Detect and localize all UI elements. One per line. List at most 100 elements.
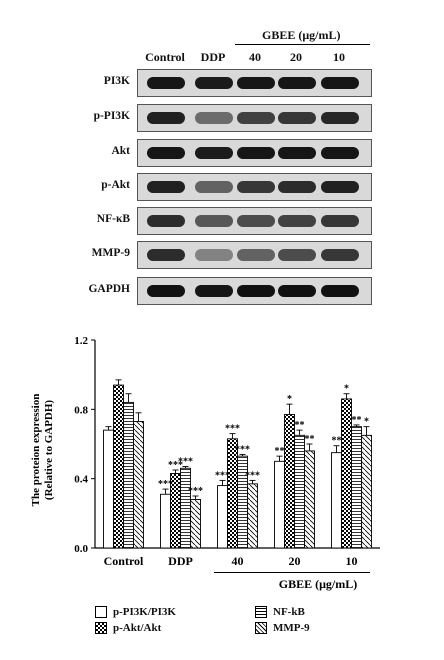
blot-band <box>195 285 233 297</box>
blot-band <box>278 215 316 227</box>
x-tick-label: 10 <box>346 554 358 568</box>
blot-row-label: PI3K <box>103 75 130 87</box>
blot-strip <box>137 139 372 167</box>
bar-nf-kb <box>351 426 362 549</box>
bar-mmp-9 <box>304 450 315 549</box>
bar-p-pi3k-pi3k <box>217 485 228 549</box>
blot-lane-label: DDP <box>200 50 226 64</box>
blot-row-label: p-PI3K <box>93 110 130 122</box>
significance-label: ** <box>295 420 305 431</box>
blot-lane-label: 20 <box>290 50 302 64</box>
legend-item: MMP-9 <box>255 622 310 634</box>
significance-label: ** <box>275 446 285 457</box>
blot-row-label: p-Akt <box>101 179 130 191</box>
bar-mmp-9 <box>247 483 258 549</box>
legend-label: NF-kB <box>273 606 305 618</box>
legend-swatch <box>255 606 267 618</box>
blot-band <box>237 112 275 124</box>
y-tick-label: 0.8 <box>74 404 88 416</box>
blot-band <box>147 249 185 261</box>
blot-strip <box>137 241 372 269</box>
significance-label: *** <box>168 460 183 471</box>
blot-lane-label: 40 <box>249 50 261 64</box>
bar-p-pi3k-pi3k <box>274 460 285 549</box>
chart-bars <box>103 384 372 549</box>
blot-band <box>147 285 185 297</box>
blot-band <box>321 181 359 193</box>
western-blot-panel: GBEE (μg/mL) Control DDP 40 20 10 PI3K p-PI3K… <box>0 0 444 305</box>
bar-nf-kb <box>180 467 191 549</box>
blot-lane-label: Control <box>145 50 185 64</box>
bar-p-akt-akt <box>284 414 295 549</box>
legend-item: p-PI3K/PI3K <box>95 606 176 618</box>
blot-band <box>278 249 316 261</box>
blot-band <box>321 285 359 297</box>
legend-item: p-Akt/Akt <box>95 622 161 634</box>
significance-label: * <box>287 394 292 405</box>
x-tick-label: 20 <box>289 554 301 568</box>
significance-label: *** <box>235 444 250 455</box>
blot-band <box>195 181 233 193</box>
gbee-group-label: GBEE (μg/mL) <box>262 28 341 42</box>
bar-p-pi3k-pi3k <box>103 429 114 549</box>
bar-mmp-9 <box>361 434 372 549</box>
blot-band <box>278 285 316 297</box>
blot-band <box>237 215 275 227</box>
significance-label: *** <box>158 479 173 490</box>
blot-band <box>321 112 359 124</box>
blot-band <box>195 249 233 261</box>
blot-row-label: GAPDH <box>88 283 130 295</box>
bar-p-pi3k-pi3k <box>160 493 171 549</box>
y-tick-label: 0.4 <box>74 474 88 486</box>
blot-band <box>321 147 359 159</box>
legend-swatch <box>95 622 107 634</box>
chart-significance-labels: ******************************* ***** * <box>158 384 369 497</box>
blot-band <box>237 77 275 89</box>
x-tick-label: 40 <box>232 554 244 568</box>
significance-label: * <box>364 417 369 428</box>
blot-band <box>147 147 185 159</box>
blot-band <box>278 181 316 193</box>
blot-band <box>147 77 185 89</box>
bar-p-akt-akt <box>113 384 124 549</box>
blot-band <box>147 112 185 124</box>
blot-band <box>321 215 359 227</box>
y-axis-label-line1: The proteion expression <box>30 394 42 507</box>
bar-p-akt-akt <box>341 398 352 549</box>
significance-label: ** <box>305 434 315 445</box>
blot-strip <box>137 207 372 235</box>
blot-strip <box>137 69 372 97</box>
x-group-bracket <box>214 572 370 573</box>
blot-band <box>195 112 233 124</box>
blot-band <box>147 181 185 193</box>
blot-lane-label: 10 <box>333 50 345 64</box>
legend-item: NF-kB <box>255 606 305 618</box>
gbee-group-bracket <box>235 44 370 45</box>
blot-band <box>278 147 316 159</box>
chart-error-bars <box>105 379 370 500</box>
significance-label: *** <box>245 470 260 481</box>
blot-strip <box>137 104 372 132</box>
blot-band <box>195 147 233 159</box>
blot-row-label: NF-κB <box>96 213 130 225</box>
legend-label: p-Akt/Akt <box>113 622 162 634</box>
significance-label: * <box>344 384 349 395</box>
blot-band <box>237 147 275 159</box>
blot-band <box>237 249 275 261</box>
y-tick-label: 0.0 <box>74 543 88 555</box>
significance-label: *** <box>215 470 230 481</box>
y-tick-label: 1.2 <box>74 335 88 347</box>
bar-nf-kb <box>123 401 134 549</box>
blot-row-label: Akt <box>111 145 130 157</box>
blot-band <box>278 77 316 89</box>
blot-band <box>237 181 275 193</box>
legend-label: MMP-9 <box>273 622 310 634</box>
blot-band <box>321 249 359 261</box>
blot-band <box>278 112 316 124</box>
bar-nf-kb <box>294 434 305 549</box>
legend-swatch <box>95 606 107 618</box>
blot-band <box>195 215 233 227</box>
blot-band <box>147 215 185 227</box>
bar-mmp-9 <box>190 499 201 549</box>
legend-swatch <box>255 622 267 634</box>
